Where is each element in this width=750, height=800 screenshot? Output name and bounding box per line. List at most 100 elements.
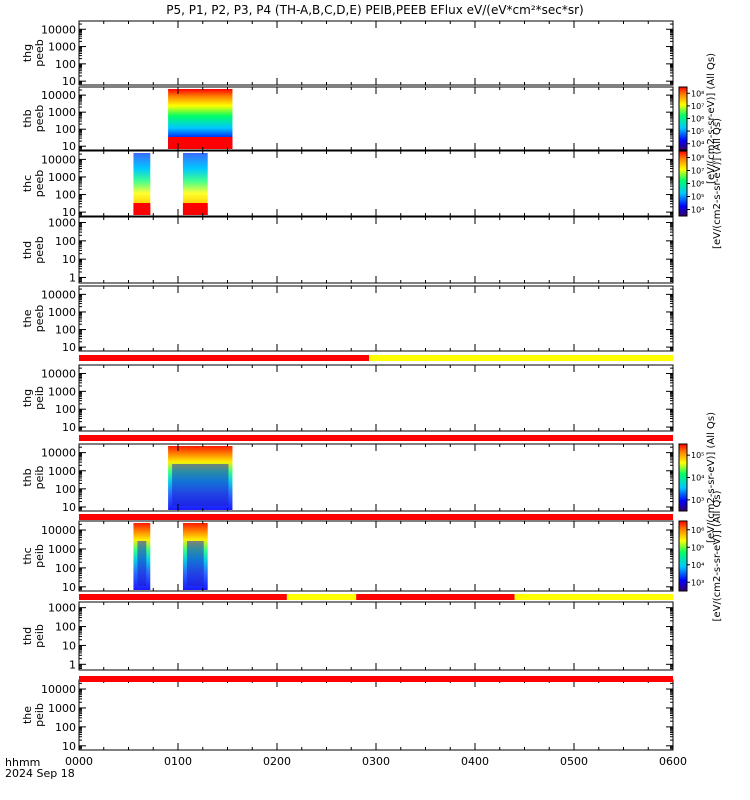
figure-title: P5, P1, P2, P3, P4 (TH-A,B,C,D,E) PEIB,P… <box>166 3 583 17</box>
colorbar-tick-label: 10⁵ <box>691 451 704 460</box>
mode-bar-segment <box>286 594 357 600</box>
y-axis-probe-label: the <box>21 706 34 724</box>
y-axis-product-label: peib <box>33 703 46 727</box>
y-tick-label: 10000 <box>41 683 76 696</box>
y-tick-label: 100 <box>55 235 76 248</box>
y-tick-label: 1000 <box>48 171 76 184</box>
panel-thg-peib: 10 100 1000 10000 thg peib <box>21 364 674 434</box>
y-tick-label: 100 <box>55 621 76 634</box>
colorbar-tick-label: 10⁵ <box>691 193 704 202</box>
y-tick-label: 100 <box>55 483 76 496</box>
panel-thb-peeb: 10 100 1000 10000 thb peeb <box>21 86 674 153</box>
x-tick-label: 0600 <box>659 755 687 768</box>
colorbar-tick-label: 10³ <box>691 496 704 505</box>
panel-frame <box>78 20 674 86</box>
x-tick-label: 0200 <box>263 755 291 768</box>
colorbar-tick-label: 10⁵ <box>691 127 704 136</box>
y-tick-label: 1000 <box>48 217 76 230</box>
colorbar-tick-label: 10³ <box>691 578 704 587</box>
y-axis-product-label: peeb <box>33 170 46 198</box>
panel-thc-peib: 10 100 1000 10000 thc peib <box>21 520 674 594</box>
y-tick-label: 10 <box>62 206 76 219</box>
y-axis-product-label: peib <box>33 386 46 410</box>
y-axis-probe-label: thc <box>21 175 34 192</box>
y-tick-label: 10 <box>62 581 76 594</box>
colorbar-tick-label: 10⁴ <box>691 474 704 483</box>
mode-bar-segment <box>79 594 287 600</box>
x-axis-label-date: 2024 Sep 18 <box>5 767 75 780</box>
y-axis-probe-label: thd <box>21 627 34 645</box>
colorbar: 10⁴ 10⁵ 10⁶ 10⁷ 10⁸ [eV/(cm2-s-sr-eV)] (All Q… <box>678 118 723 249</box>
y-tick-label: 10000 <box>41 447 76 460</box>
mode-bar-segment <box>356 594 515 600</box>
panel-frame <box>78 679 674 751</box>
y-tick-label: 10000 <box>41 89 76 102</box>
y-axis-probe-label: thg <box>21 389 34 407</box>
x-tick-label: 0400 <box>461 755 489 768</box>
y-axis-product-label: peib <box>33 466 46 490</box>
low-energy-band <box>133 203 151 215</box>
colorbar-tick-label: 10⁵ <box>691 543 704 552</box>
colorbar-tick-label: 10⁷ <box>691 167 704 176</box>
y-tick-label: 1000 <box>48 543 76 556</box>
y-axis-probe-label: thc <box>21 547 34 564</box>
colorbar-tick-label: 10⁶ <box>691 180 704 189</box>
x-tick-label: 0000 <box>65 755 93 768</box>
y-tick-label: 10 <box>62 140 76 153</box>
y-axis-probe-label: the <box>21 309 34 327</box>
panel-the-peeb: 10 100 1000 10000 the peeb <box>21 285 674 354</box>
y-tick-label: 10 <box>62 75 76 88</box>
y-tick-label: 10000 <box>41 368 76 381</box>
y-axis-probe-label: thg <box>21 44 34 62</box>
colorbar-tick-label: 10⁸ <box>691 89 704 98</box>
mode-bar-group <box>79 355 673 682</box>
colorbar-label: [eV/(cm2-s-sr-eV)] (All Qs) <box>706 53 717 184</box>
y-tick-label: 1000 <box>48 702 76 715</box>
y-tick-label: 100 <box>55 721 76 734</box>
mode-bar-segment <box>79 355 370 361</box>
x-tick-label: 0300 <box>362 755 390 768</box>
y-tick-label: 10 <box>62 253 76 266</box>
colorbar-scale <box>678 443 688 512</box>
y-axis-product-label: peeb <box>33 305 46 333</box>
colorbar-label: [eV/(cm2-s-sr-eV)] (All Qs) <box>706 412 717 543</box>
colorbar-tick-label: 10⁶ <box>691 115 704 124</box>
colorbar-scale <box>678 150 688 217</box>
low-count-region <box>172 464 229 506</box>
y-tick-label: 10000 <box>41 524 76 537</box>
y-axis-probe-label: thb <box>21 109 34 127</box>
y-tick-label: 1 <box>69 658 76 671</box>
spectrogram-block <box>133 153 151 215</box>
colorbar-scale <box>678 520 688 592</box>
y-tick-label: 10 <box>62 639 76 652</box>
y-tick-label: 10 <box>62 341 76 354</box>
colorbar-scale <box>678 86 688 151</box>
y-axis-probe-label: thd <box>21 241 34 259</box>
x-axis-label-hhmm: hhmm <box>5 756 40 769</box>
y-tick-label: 100 <box>55 189 76 202</box>
y-tick-label: 10000 <box>41 23 76 36</box>
colorbar: 10³ 10⁴ 10⁵ 10⁶ [eV/(cm2-s-sr-eV)] (All Qs) <box>678 490 723 621</box>
y-tick-label: 100 <box>55 324 76 337</box>
panel-thd-peeb: 1 10 100 1000 thd peeb <box>21 216 674 284</box>
y-axis-product-label: peeb <box>33 39 46 67</box>
y-tick-label: 100 <box>55 123 76 136</box>
x-tick-label: 0500 <box>560 755 588 768</box>
colorbar-tick-label: 10⁴ <box>691 140 704 149</box>
colorbar-label: [eV/(cm2-s-sr-eV)] (All Qs) <box>712 118 723 249</box>
panel-frame <box>78 150 674 217</box>
mode-bar-segment <box>79 435 673 441</box>
colorbar-tick-label: 10⁷ <box>691 102 704 111</box>
x-tick-label: 0100 <box>164 755 192 768</box>
colorbar-tick-label: 10⁴ <box>691 206 704 215</box>
y-tick-label: 1000 <box>48 602 76 615</box>
y-tick-label: 10 <box>62 740 76 753</box>
colorbar-tick-label: 10⁸ <box>691 154 704 163</box>
panel-thb-peib: 10 100 1000 10000 thb peib <box>21 443 674 514</box>
y-axis-probe-label: thb <box>21 468 34 486</box>
y-axis-product-label: peib <box>33 624 46 648</box>
panel-frame <box>78 520 674 592</box>
